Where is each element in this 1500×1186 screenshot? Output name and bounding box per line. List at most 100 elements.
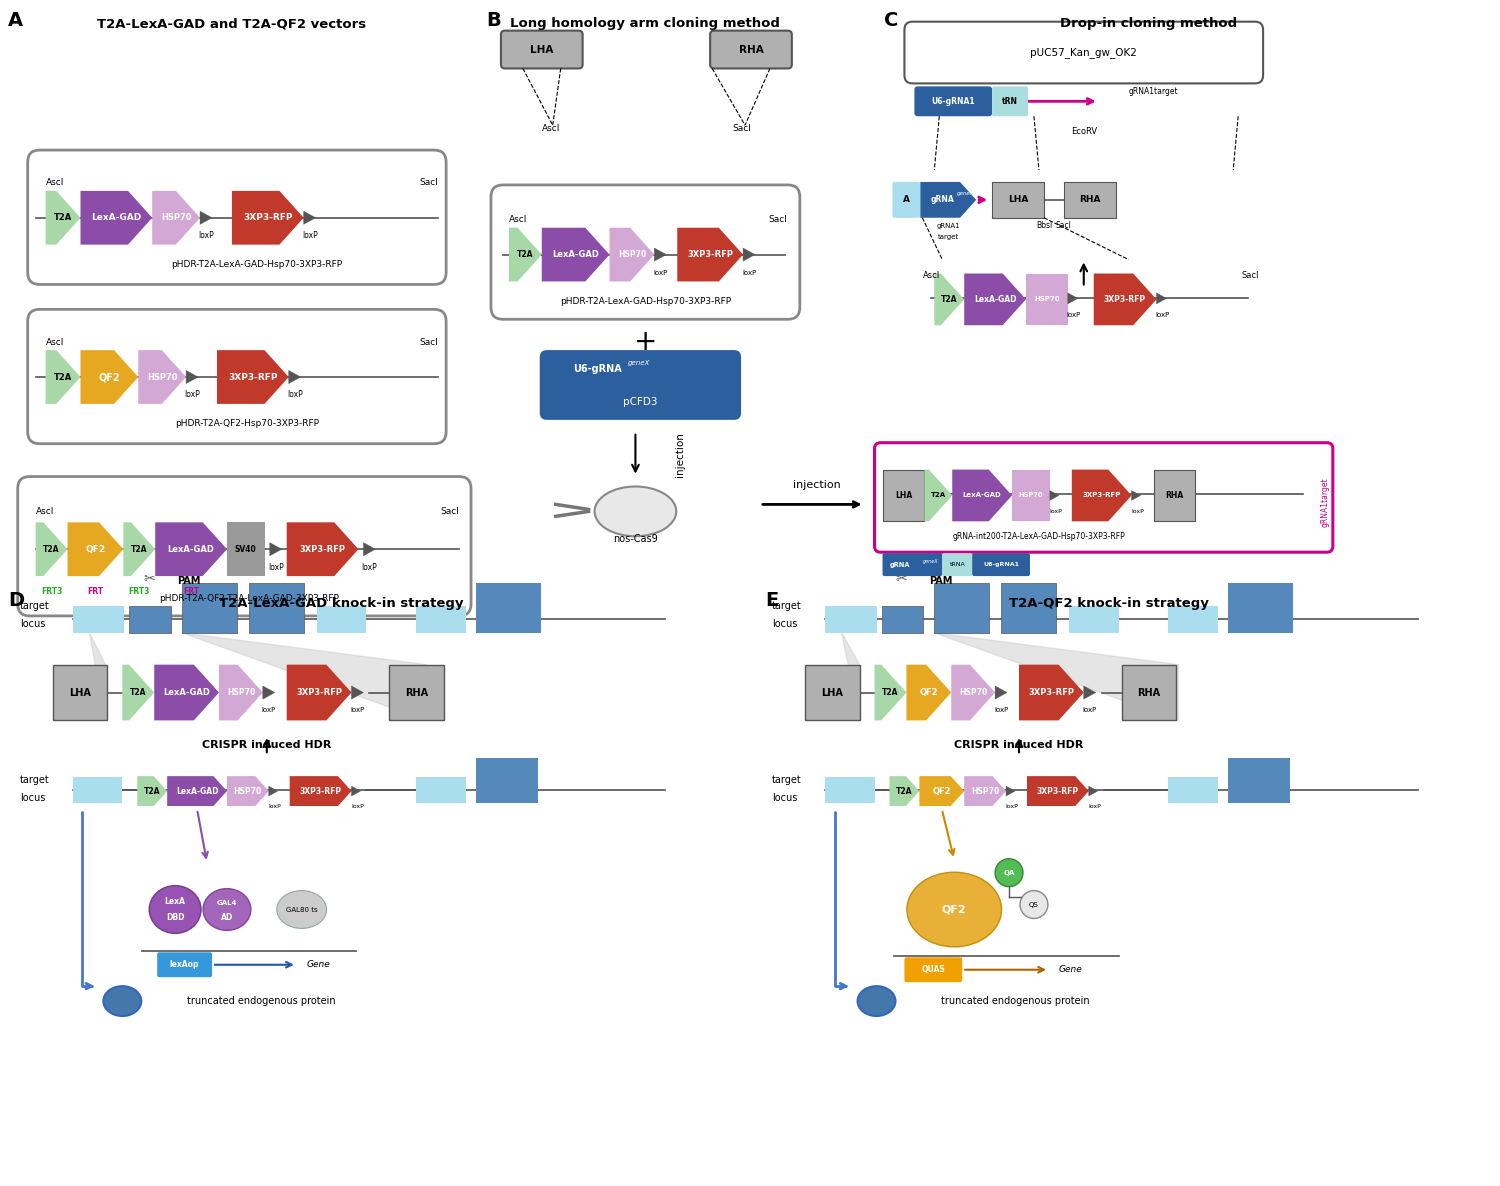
Polygon shape (906, 664, 951, 720)
Polygon shape (81, 191, 152, 244)
Text: QF2: QF2 (920, 688, 938, 697)
Bar (825, 777, 874, 803)
Text: RHA: RHA (405, 688, 429, 697)
Text: target: target (20, 776, 50, 785)
Polygon shape (36, 522, 68, 576)
Polygon shape (217, 350, 288, 404)
Bar (316, 606, 366, 633)
Polygon shape (920, 776, 964, 806)
Text: QUAS: QUAS (921, 965, 945, 974)
Text: 3XP3-RFP: 3XP3-RFP (296, 688, 342, 697)
Text: T2A: T2A (930, 492, 946, 498)
Polygon shape (1089, 786, 1098, 796)
Text: FRT: FRT (87, 587, 104, 595)
Bar (226, 522, 266, 576)
Ellipse shape (278, 891, 327, 929)
Ellipse shape (994, 859, 1023, 887)
Text: AscI: AscI (45, 338, 64, 346)
Bar (1168, 606, 1218, 633)
Text: QF2: QF2 (99, 372, 120, 382)
FancyBboxPatch shape (942, 553, 972, 576)
Bar (1122, 664, 1176, 720)
Bar (476, 758, 538, 803)
Text: HSP70: HSP70 (1019, 492, 1042, 498)
Polygon shape (1028, 776, 1089, 806)
Text: 3XP3-RFP: 3XP3-RFP (1036, 786, 1078, 796)
Bar (934, 584, 988, 633)
FancyBboxPatch shape (904, 957, 962, 982)
Text: loxP: loxP (286, 390, 303, 400)
Bar (416, 606, 466, 633)
Polygon shape (542, 228, 609, 281)
Bar (1013, 470, 1050, 522)
FancyBboxPatch shape (501, 31, 582, 69)
Text: gRNA1: gRNA1 (936, 223, 960, 229)
Polygon shape (182, 633, 426, 720)
Text: pHDR-T2A-LexA-GAD-Hsp70-3XP3-RFP: pHDR-T2A-LexA-GAD-Hsp70-3XP3-RFP (560, 296, 730, 306)
Polygon shape (226, 776, 268, 806)
Polygon shape (219, 664, 262, 720)
Text: PAM: PAM (177, 576, 201, 586)
Polygon shape (200, 211, 211, 224)
Text: FRT3: FRT3 (129, 587, 150, 595)
FancyBboxPatch shape (992, 87, 1028, 116)
Text: T2A: T2A (144, 786, 160, 796)
Bar (992, 181, 1044, 218)
FancyBboxPatch shape (882, 553, 942, 576)
Bar (806, 664, 859, 720)
Text: target: target (20, 601, 50, 611)
Text: CRISPR induced HDR: CRISPR induced HDR (954, 740, 1083, 751)
Bar (390, 664, 444, 720)
Text: loxP: loxP (1050, 509, 1062, 514)
Text: SacI: SacI (1242, 270, 1258, 280)
FancyBboxPatch shape (972, 553, 1030, 576)
Text: RHA: RHA (1137, 688, 1161, 697)
Text: LexA-GAD: LexA-GAD (164, 688, 210, 697)
FancyBboxPatch shape (710, 31, 792, 69)
Text: target: target (772, 776, 801, 785)
Text: QA: QA (1004, 869, 1014, 875)
Bar (825, 606, 876, 633)
Text: AscI: AscI (509, 215, 528, 224)
Text: geneX: geneX (957, 191, 974, 197)
Bar (1228, 758, 1290, 803)
Text: pHDR-T2A-LexA-GAD-Hsp70-3XP3-RFP: pHDR-T2A-LexA-GAD-Hsp70-3XP3-RFP (171, 260, 342, 269)
Text: Gene: Gene (1059, 965, 1083, 974)
Bar (476, 584, 542, 633)
Polygon shape (842, 633, 860, 720)
Polygon shape (138, 776, 166, 806)
Text: nos-Cas9: nos-Cas9 (614, 534, 658, 544)
Text: gRNA-int200-T2A-LexA-GAD-Hsp70-3XP3-RFP: gRNA-int200-T2A-LexA-GAD-Hsp70-3XP3-RFP (952, 531, 1125, 541)
Text: ✂: ✂ (896, 572, 908, 586)
Text: loxP: loxP (198, 231, 214, 241)
Polygon shape (303, 211, 315, 224)
Text: HSP70: HSP70 (226, 688, 255, 697)
Ellipse shape (202, 888, 250, 930)
Polygon shape (874, 664, 906, 720)
Text: C: C (885, 11, 898, 30)
Bar (1070, 606, 1119, 633)
Text: RHA: RHA (738, 45, 764, 55)
Text: loxP: loxP (1131, 509, 1144, 514)
Text: pHDR-T2A-QF2-Hsp70-3XP3-RFP: pHDR-T2A-QF2-Hsp70-3XP3-RFP (176, 420, 320, 428)
Polygon shape (123, 522, 154, 576)
Text: SacI: SacI (420, 178, 438, 187)
Text: loxP: loxP (652, 269, 668, 275)
Polygon shape (934, 633, 1179, 720)
Text: loxP: loxP (351, 707, 364, 714)
Bar (1000, 584, 1056, 633)
Text: 3XP3-RFP: 3XP3-RFP (228, 372, 278, 382)
Text: target: target (772, 601, 801, 611)
Text: RHA: RHA (1166, 491, 1184, 500)
Text: A: A (8, 11, 22, 30)
Text: Drop-in cloning method: Drop-in cloning method (1060, 17, 1238, 30)
Bar (1168, 777, 1218, 803)
Polygon shape (934, 274, 964, 325)
Polygon shape (90, 633, 105, 720)
Text: pCFD3: pCFD3 (622, 397, 657, 407)
Text: LHA: LHA (69, 688, 92, 697)
Polygon shape (363, 543, 375, 556)
Text: CRISPR induced HDR: CRISPR induced HDR (202, 740, 332, 751)
Text: loxP: loxP (184, 390, 200, 400)
Text: SacI: SacI (732, 123, 752, 133)
